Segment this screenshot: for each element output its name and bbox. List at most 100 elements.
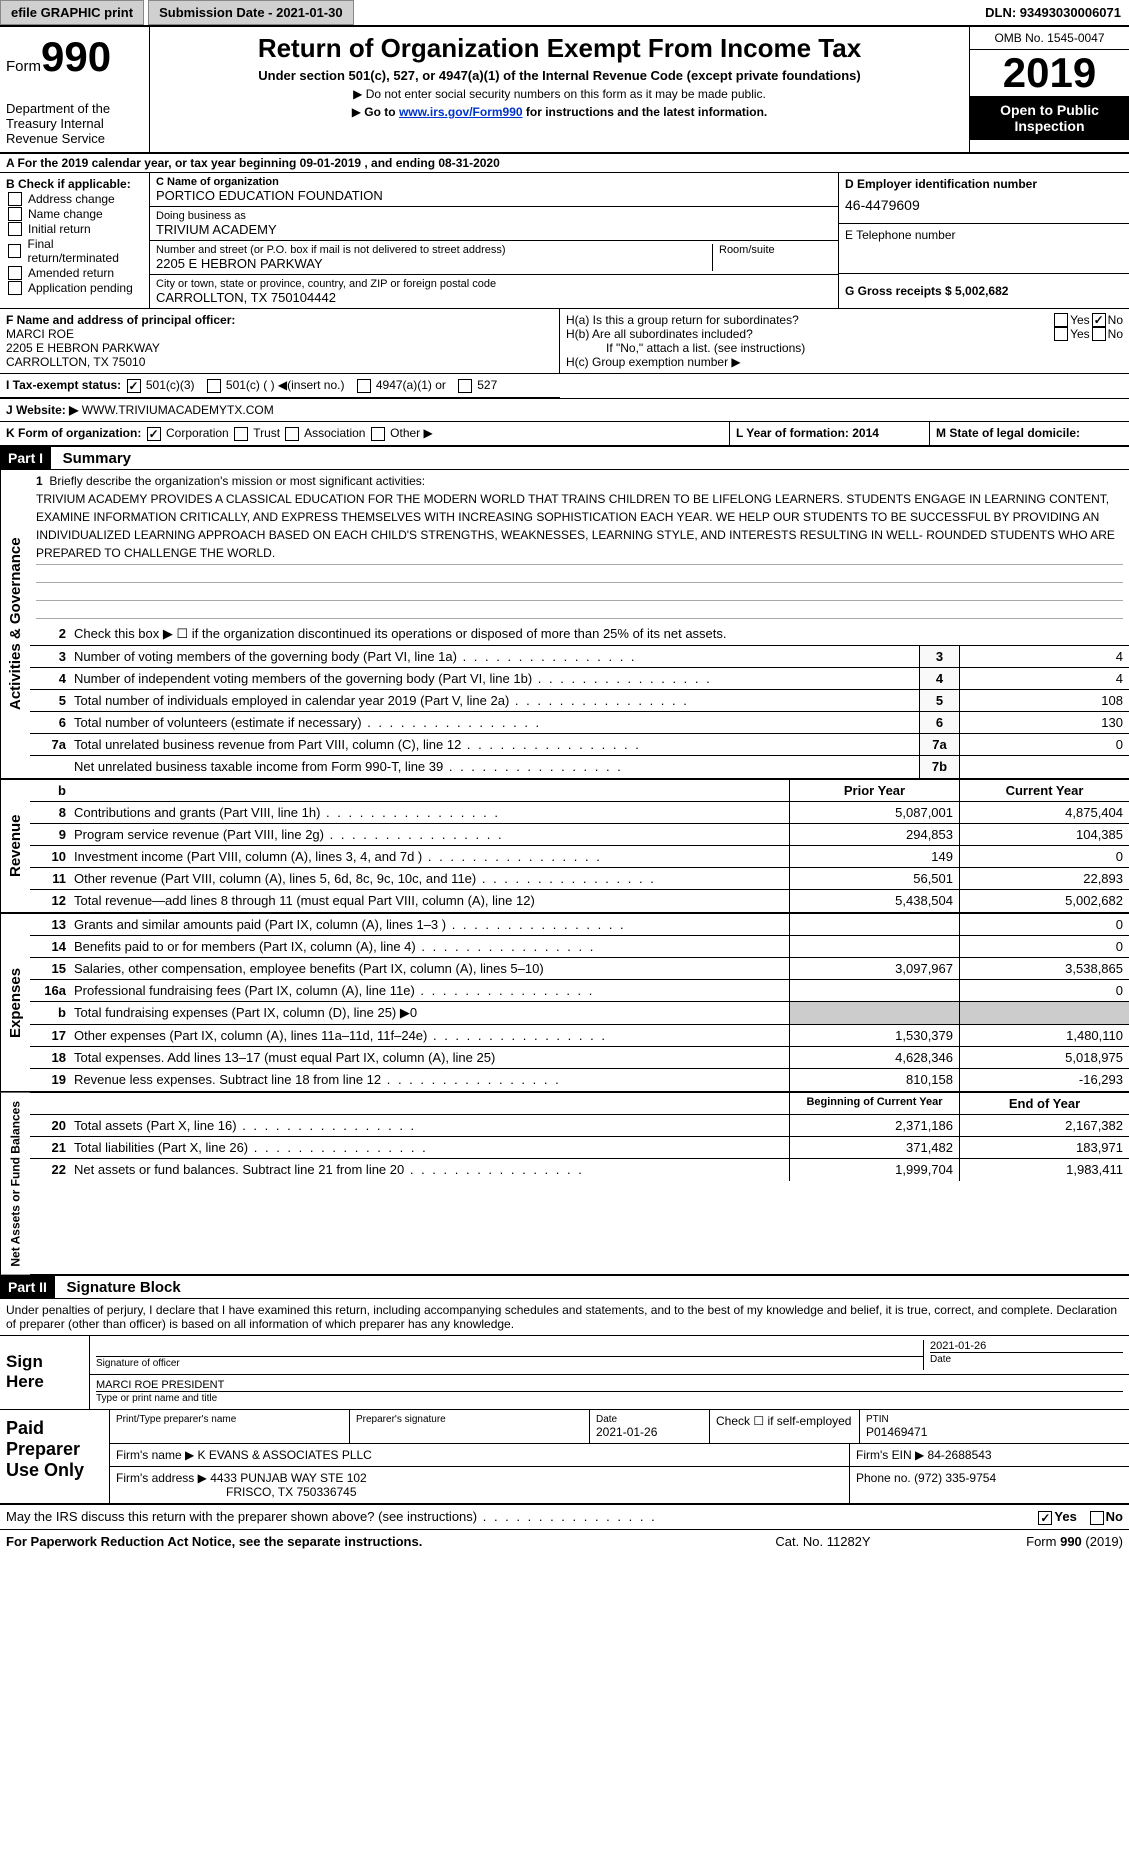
chk-ha-no[interactable] (1092, 313, 1106, 327)
may-discuss-row: May the IRS discuss this return with the… (0, 1505, 1129, 1530)
note-link: Go to www.irs.gov/Form990 for instructio… (160, 105, 959, 119)
gross-receipts: G Gross receipts $ 5,002,682 (845, 284, 1008, 298)
line9-cy: 104,385 (959, 824, 1129, 845)
col-d-ein: D Employer identification number 46-4479… (839, 173, 1129, 308)
chk-discuss-yes[interactable] (1038, 1511, 1052, 1525)
col-b-checkboxes: B Check if applicable: Address change Na… (0, 173, 150, 308)
line22-py: 1,999,704 (789, 1159, 959, 1181)
note-ssn: Do not enter social security numbers on … (160, 87, 959, 101)
form-label: Form (6, 58, 41, 75)
chk-527[interactable] (458, 379, 472, 393)
line19-cy: -16,293 (959, 1069, 1129, 1091)
header-right: OMB No. 1545-0047 2019 Open to Public In… (969, 27, 1129, 152)
line22-cy: 1,983,411 (959, 1159, 1129, 1181)
line18-py: 4,628,346 (789, 1047, 959, 1068)
expenses-section: Expenses 13Grants and similar amounts pa… (0, 914, 1129, 1093)
line6-val: 130 (959, 712, 1129, 733)
chk-assoc[interactable] (285, 427, 299, 441)
omb-number: OMB No. 1545-0047 (970, 27, 1129, 50)
state-domicile: M State of legal domicile: (936, 426, 1080, 440)
tax-year: 2019 (970, 50, 1129, 96)
dln: DLN: 93493030006071 (977, 1, 1129, 24)
chk-corp[interactable] (147, 427, 161, 441)
line9-py: 294,853 (789, 824, 959, 845)
line19-py: 810,158 (789, 1069, 959, 1091)
section-ij: I Tax-exempt status: 501(c)(3) 501(c) ( … (0, 374, 1129, 399)
line7b-val (959, 756, 1129, 778)
form-header: Form990 Department of the Treasury Inter… (0, 27, 1129, 154)
line11-cy: 22,893 (959, 868, 1129, 889)
revenue-section: Revenue bPrior YearCurrent Year 8Contrib… (0, 780, 1129, 914)
ptin-value: P01469471 (866, 1425, 1123, 1439)
line13-cy: 0 (959, 914, 1129, 935)
line20-cy: 2,167,382 (959, 1115, 1129, 1136)
line3-val: 4 (959, 646, 1129, 667)
chk-501c[interactable] (207, 379, 221, 393)
year-formation: L Year of formation: 2014 (736, 426, 879, 440)
chk-hb-no[interactable] (1092, 327, 1106, 341)
paid-preparer: Paid Preparer Use Only Print/Type prepar… (0, 1410, 1129, 1505)
website: WWW.TRIVIUMACADEMYTX.COM (82, 403, 274, 417)
submission-date: Submission Date - 2021-01-30 (148, 0, 354, 25)
line8-cy: 4,875,404 (959, 802, 1129, 823)
firm-phone: (972) 335-9754 (914, 1471, 996, 1485)
dba-name: TRIVIUM ACADEMY (156, 222, 832, 237)
street-address: 2205 E HEBRON PARKWAY (156, 256, 712, 271)
line8-py: 5,087,001 (789, 802, 959, 823)
row-a-tax-year: A For the 2019 calendar year, or tax yea… (0, 154, 1129, 173)
efile-button[interactable]: efile GRAPHIC print (0, 0, 144, 25)
chk-other[interactable] (371, 427, 385, 441)
line14-py (789, 936, 959, 957)
col-c-org-info: C Name of organization PORTICO EDUCATION… (150, 173, 839, 308)
chk-trust[interactable] (234, 427, 248, 441)
chk-discuss-no[interactable] (1090, 1511, 1104, 1525)
firm-name: K EVANS & ASSOCIATES PLLC (198, 1448, 372, 1462)
chk-name[interactable] (8, 207, 22, 221)
chk-501c3[interactable] (127, 379, 141, 393)
section-bcd: B Check if applicable: Address change Na… (0, 173, 1129, 309)
line5-val: 108 (959, 690, 1129, 711)
line15-cy: 3,538,865 (959, 958, 1129, 979)
chk-address[interactable] (8, 192, 22, 206)
chk-hb-yes[interactable] (1054, 327, 1068, 341)
ein-value: 46-4479609 (845, 191, 1123, 219)
firm-addr1: 4433 PUNJAB WAY STE 102 (210, 1471, 367, 1485)
city-state-zip: CARROLLTON, TX 750104442 (156, 290, 832, 305)
section-fh: F Name and address of principal officer:… (0, 309, 1129, 374)
section-j: J Website: ▶ WWW.TRIVIUMACADEMYTX.COM (0, 399, 1129, 422)
irs-link[interactable]: www.irs.gov/Form990 (399, 105, 523, 119)
line20-py: 2,371,186 (789, 1115, 959, 1136)
signature-block: Under penalties of perjury, I declare th… (0, 1299, 1129, 1410)
line12-py: 5,438,504 (789, 890, 959, 912)
line13-py (789, 914, 959, 935)
chk-app-pending[interactable] (8, 281, 22, 295)
mission-text: TRIVIUM ACADEMY PROVIDES A CLASSICAL EDU… (36, 488, 1123, 565)
form-number: 990 (41, 33, 111, 80)
line16a-cy: 0 (959, 980, 1129, 1001)
chk-final[interactable] (8, 244, 21, 258)
net-assets-section: Net Assets or Fund Balances Beginning of… (0, 1093, 1129, 1277)
sign-here-label: Sign Here (0, 1336, 90, 1409)
line12-cy: 5,002,682 (959, 890, 1129, 912)
header-center: Return of Organization Exempt From Incom… (150, 27, 969, 152)
chk-4947[interactable] (357, 379, 371, 393)
line14-cy: 0 (959, 936, 1129, 957)
sig-date: 2021-01-26 (930, 1340, 1123, 1352)
firm-ein: 84-2688543 (928, 1448, 992, 1462)
section-klm: K Form of organization: Corporation Trus… (0, 422, 1129, 447)
line21-py: 371,482 (789, 1137, 959, 1158)
line10-py: 149 (789, 846, 959, 867)
part2-header: Part II Signature Block (0, 1276, 1129, 1299)
line4-val: 4 (959, 668, 1129, 689)
line21-cy: 183,971 (959, 1137, 1129, 1158)
chk-amended[interactable] (8, 266, 22, 280)
part1-header: Part I Summary (0, 447, 1129, 470)
firm-addr2: FRISCO, TX 750336745 (226, 1485, 357, 1499)
officer-name-title: MARCI ROE PRESIDENT (96, 1379, 1123, 1391)
chk-ha-yes[interactable] (1054, 313, 1068, 327)
open-public: Open to Public Inspection (970, 96, 1129, 140)
org-name: PORTICO EDUCATION FOUNDATION (156, 188, 832, 203)
form-title: Return of Organization Exempt From Incom… (160, 33, 959, 64)
chk-initial[interactable] (8, 222, 22, 236)
line18-cy: 5,018,975 (959, 1047, 1129, 1068)
